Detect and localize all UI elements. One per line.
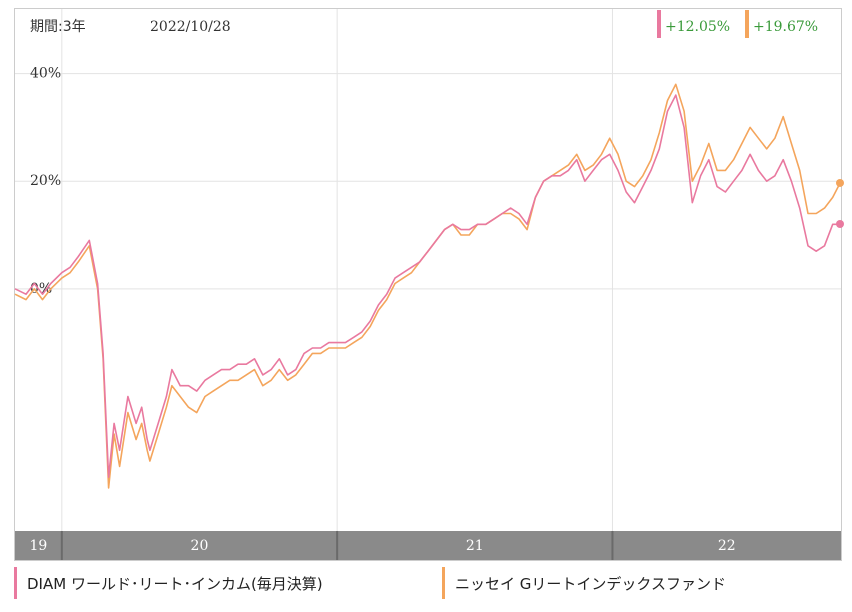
legend-item-nissay: ニッセイ Gリートインデックスファンド — [442, 566, 726, 600]
legend-swatch-nissay — [442, 567, 445, 599]
x-tick-label: 20 — [191, 538, 209, 554]
x-axis-band — [15, 531, 841, 560]
plot-border — [14, 8, 842, 561]
series-endpoint-1 — [836, 178, 844, 187]
series-endpoint-0 — [836, 219, 844, 228]
x-tick-label: 21 — [466, 538, 484, 554]
legend-item-diam: DIAM ワールド･リート･インカム(毎月決算) — [14, 566, 323, 600]
series-1-change-swatch — [745, 10, 749, 38]
date-label: 2022/10/28 — [150, 19, 231, 35]
x-tick-label: 22 — [718, 538, 736, 554]
y-tick-label: 40% — [30, 66, 61, 82]
legend-label-nissay: ニッセイ Gリートインデックスファンド — [455, 574, 726, 593]
grid — [15, 9, 841, 531]
series-lines — [14, 83, 844, 489]
legend-swatch-diam — [14, 567, 17, 599]
legend-label-diam: DIAM ワールド･リート･インカム(毎月決算) — [27, 574, 323, 593]
x-tick-label: 19 — [29, 538, 47, 554]
y-tick-label: 20% — [30, 173, 61, 189]
series-1-change: +19.67% — [753, 19, 818, 35]
x-axis: 19 20 21 22 — [29, 531, 736, 560]
series-0-change: +12.05% — [665, 19, 730, 35]
period-label: 期間:3年 — [30, 19, 86, 35]
series-line-0 — [14, 94, 841, 479]
series-0-change-swatch — [657, 10, 661, 38]
